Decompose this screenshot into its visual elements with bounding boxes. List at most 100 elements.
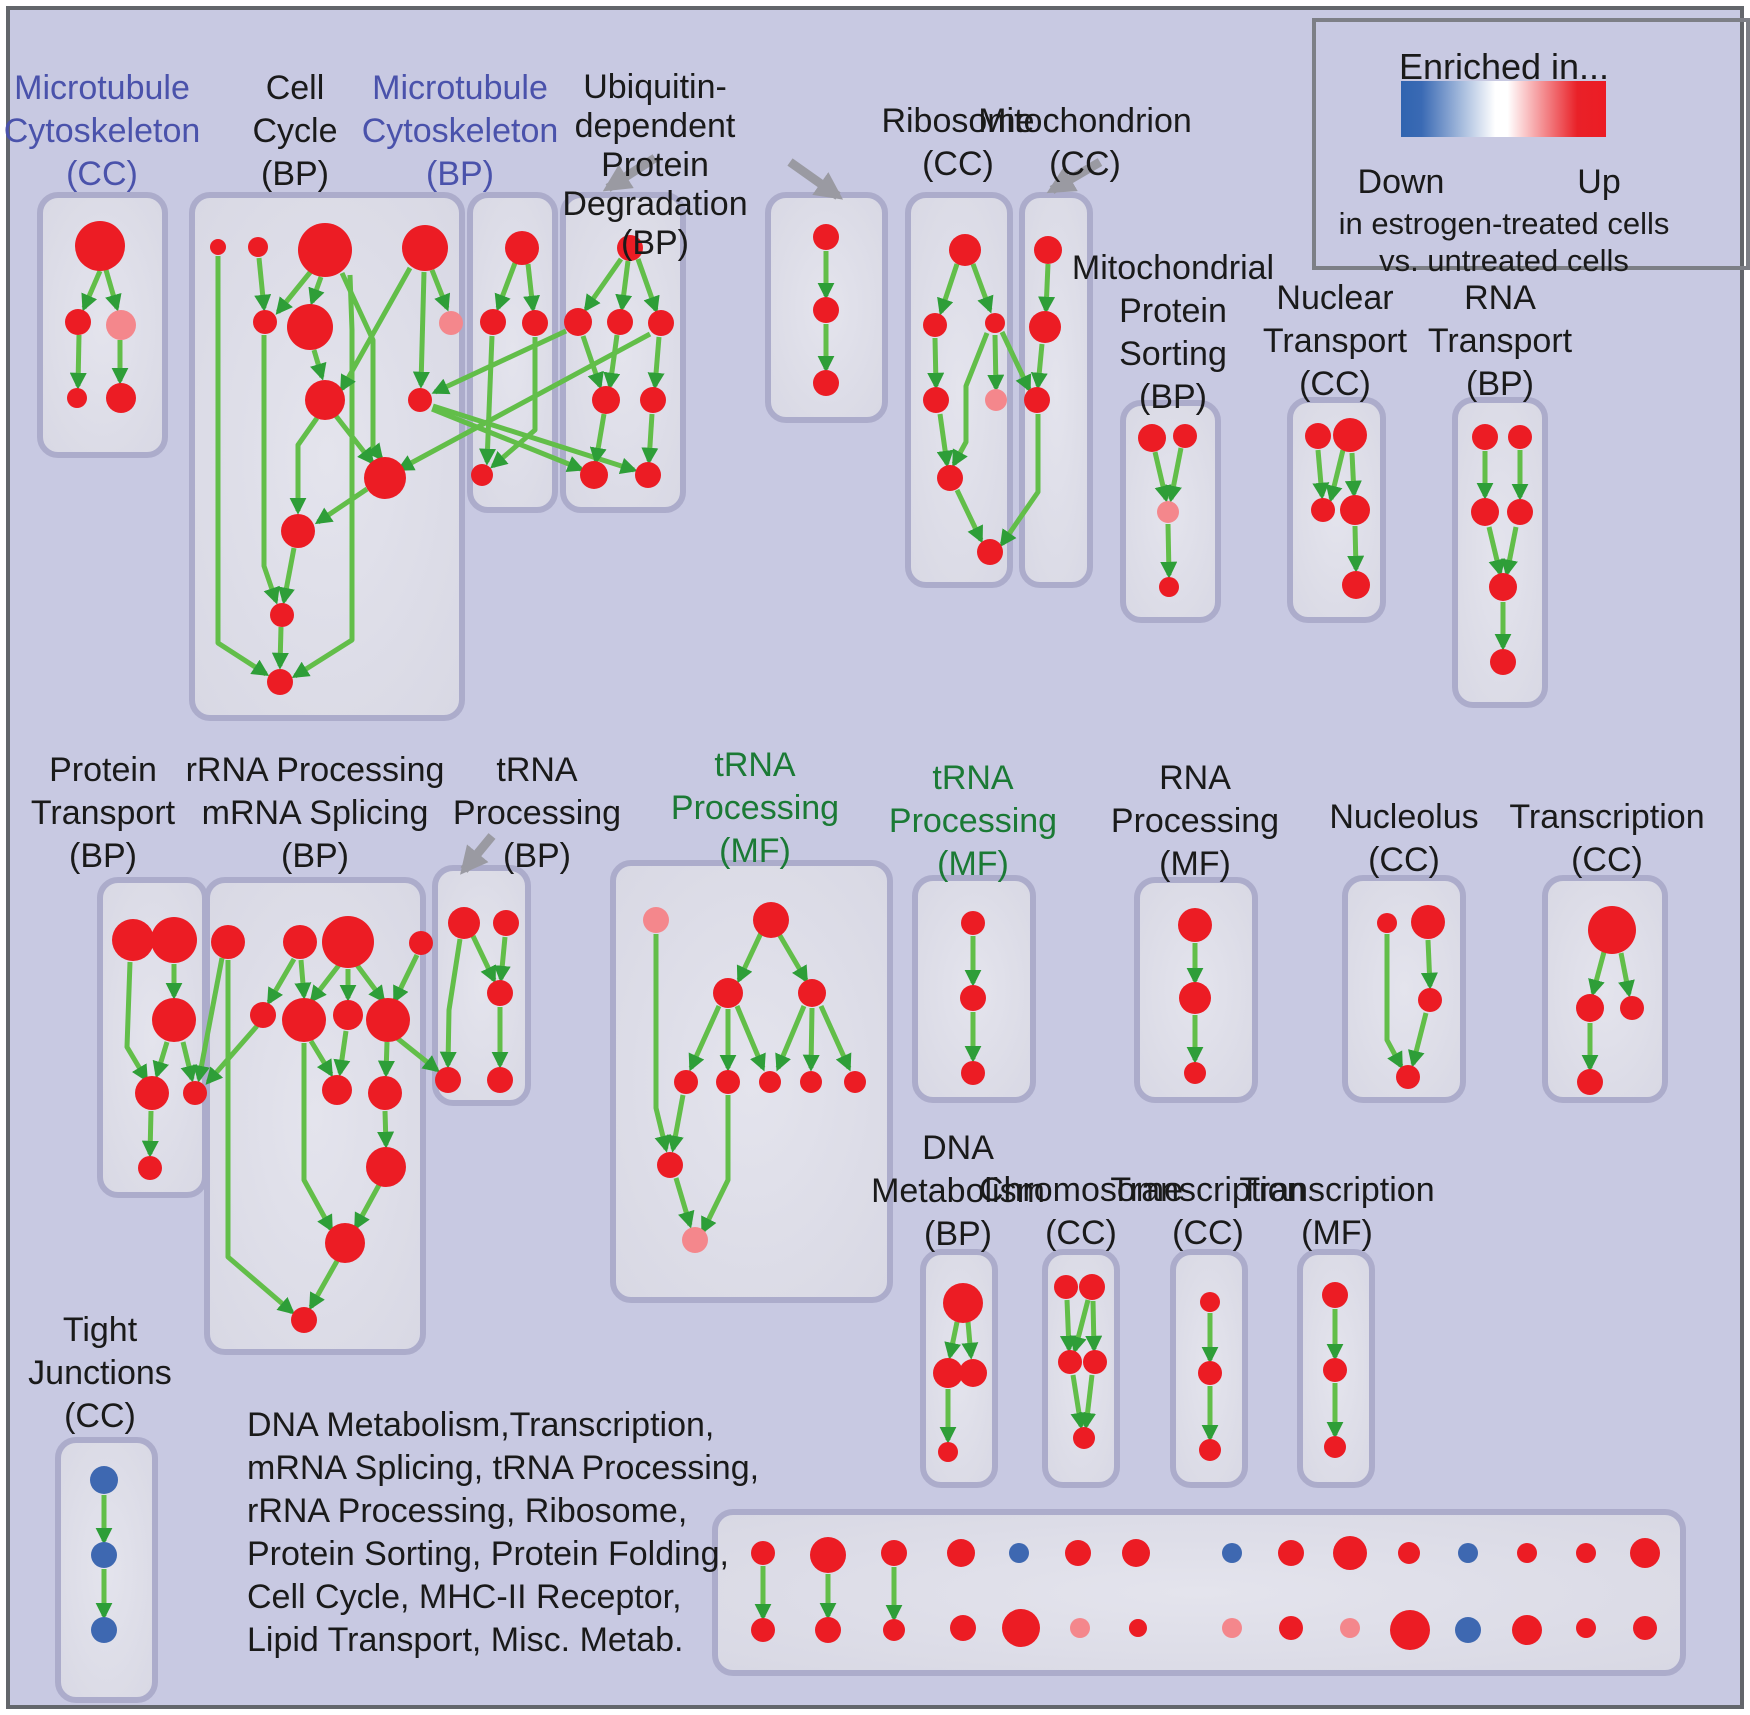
- go-term-node-rna-transport-bp-4: [1489, 573, 1517, 601]
- cluster-label-rna-processing-(mf): RNA Processing (MF): [1110, 759, 1280, 883]
- go-term-node-ubiquitin-degradation-bp-7: [635, 462, 661, 488]
- cluster-label-trna-processing-(mf): tRNA Processing (MF): [670, 746, 840, 870]
- edge-arrow-14: [289, 416, 320, 515]
- go-term-node-mitochondrion-cc-0: [1034, 236, 1062, 264]
- go-term-node-ubiquitin-degradation-bp-2-0: [813, 224, 839, 250]
- edge-arrow-58: [1486, 526, 1506, 577]
- edge-arrow-55: [1347, 525, 1365, 573]
- edge-arrow-114: [1085, 1300, 1103, 1353]
- go-term-node-chromosome-cc-2: [1058, 1350, 1082, 1374]
- go-term-node-transcription-cc-1-3: [1577, 1069, 1603, 1095]
- edge-arrow-27: [490, 337, 538, 469]
- go-term-node-cell-cycle-bp-5: [287, 304, 333, 350]
- edge-arrow-9: [291, 274, 355, 679]
- go-term-node-ribosome-cc-5: [937, 465, 963, 491]
- go-term-node-rrna-processing-mrna-splicing-bp-1: [283, 925, 317, 959]
- go-term-node-misc-summary-row-18: [950, 1615, 976, 1641]
- go-term-node-microtubule-bp-3: [471, 464, 493, 486]
- edge-arrow-80: [377, 1110, 395, 1149]
- edge-arrow-12: [339, 266, 413, 393]
- edge-arrow-20: [431, 328, 568, 395]
- go-term-node-misc-summary-row-24: [1340, 1618, 1360, 1638]
- go-term-node-cell-cycle-bp-0: [210, 239, 226, 255]
- edge-arrow-82: [308, 1259, 340, 1311]
- go-term-node-dna-metabolism-bp-0: [943, 1283, 983, 1323]
- go-term-node-rna-transport-bp-2: [1471, 498, 1499, 526]
- edge-arrow-62: [124, 961, 149, 1083]
- edge-arrow-97: [673, 1177, 695, 1229]
- cluster-label-microtubule-cytoskeleton-(cc): Microtubule Cytoskeleton (CC): [3, 69, 201, 193]
- go-term-node-nuclear-transport-cc-3: [1340, 495, 1370, 525]
- go-term-node-rrna-processing-mrna-splicing-bp-3: [409, 931, 433, 955]
- cluster-label-transcription-(cc): Transcription (CC): [1110, 1171, 1306, 1252]
- go-term-node-rrna-processing-mrna-splicing-bp-11: [325, 1223, 365, 1263]
- cluster-label-ribosome-(cc): Ribosome (CC): [881, 102, 1035, 183]
- go-term-node-misc-summary-row-7: [1222, 1543, 1242, 1563]
- go-term-node-ubiquitin-degradation-bp-0: [617, 235, 643, 261]
- go-term-node-ubiquitin-degradation-bp-6: [580, 461, 608, 489]
- go-term-node-trna-processing-mf-2-2: [961, 1061, 985, 1085]
- edge-arrow-28: [583, 257, 624, 313]
- edge-arrow-84: [493, 936, 511, 983]
- edge-arrow-15: [334, 414, 375, 465]
- edge-arrow-42: [951, 332, 990, 468]
- go-term-node-microtubule-cc-0: [75, 221, 125, 271]
- go-term-node-ribosome-cc-2: [985, 313, 1005, 333]
- cluster-label-microtubule-cytoskeleton-(bp): Microtubule Cytoskeleton (BP): [361, 69, 559, 193]
- edge-arrow-72: [354, 963, 386, 1004]
- edge-arrow-29: [615, 260, 633, 312]
- go-term-node-trna-processing-mf-1-5: [716, 1070, 740, 1094]
- go-term-node-mitochondrial-protein-sorting-bp-3: [1159, 577, 1179, 597]
- cluster-label-nucleolus-(cc): Nucleolus (CC): [1329, 798, 1479, 879]
- go-term-node-transcription-cc-1-1: [1576, 994, 1604, 1022]
- go-term-node-nuclear-transport-cc-0: [1305, 423, 1331, 449]
- go-term-node-transcription-cc-1-0: [1588, 906, 1636, 954]
- go-term-node-nucleolus-cc-0: [1377, 913, 1397, 933]
- go-term-node-misc-summary-row-22: [1222, 1618, 1242, 1638]
- go-term-node-cell-cycle-bp-1: [248, 237, 268, 257]
- edge-arrow-0: [81, 270, 103, 312]
- edge-arrow-46: [999, 414, 1041, 548]
- go-term-node-trna-processing-mf-1-7: [800, 1071, 822, 1093]
- go-term-node-misc-summary-row-29: [1633, 1616, 1657, 1640]
- go-term-node-mitochondrial-protein-sorting-bp-1: [1173, 424, 1197, 448]
- go-term-node-misc-summary-row-12: [1517, 1543, 1537, 1563]
- go-term-node-misc-summary-row-9: [1333, 1536, 1367, 1570]
- go-term-node-transcription-mf-0: [1322, 1282, 1348, 1308]
- go-term-node-tight-junctions-cc-0: [90, 1466, 118, 1494]
- color-legend: Enriched in... Down Up in estrogen-treat…: [1312, 18, 1750, 278]
- edge-arrow-110: [961, 1321, 979, 1360]
- cluster-label-rna-transport-(bp): RNA Transport (BP): [1427, 279, 1573, 403]
- go-term-node-ubiquitin-degradation-bp-2: [607, 309, 633, 335]
- go-term-node-misc-summary-row-3: [947, 1539, 975, 1567]
- go-term-node-ubiquitin-degradation-bp-1: [564, 308, 592, 336]
- edge-arrow-51: [1160, 523, 1178, 579]
- go-term-node-misc-summary-row-4: [1009, 1543, 1029, 1563]
- edge-arrow-6: [275, 268, 314, 315]
- edge-arrow-79: [301, 1043, 334, 1233]
- go-term-node-nucleolus-cc-1: [1411, 905, 1445, 939]
- go-term-node-ribosome-cc-0: [949, 234, 981, 266]
- go-term-node-rrna-processing-mrna-splicing-bp-12: [291, 1307, 317, 1333]
- edge-arrow-74: [205, 1024, 259, 1085]
- edge-arrow-63: [152, 1041, 170, 1079]
- edge-arrow-52: [1312, 449, 1330, 500]
- edge-arrow-83: [470, 934, 497, 984]
- go-term-node-protein-transport-bp-2: [152, 998, 196, 1042]
- go-term-node-rrna-processing-mrna-splicing-bp-10: [366, 1147, 406, 1187]
- edge-arrow-103: [1420, 939, 1438, 990]
- go-term-node-rrna-processing-mrna-splicing-bp-7: [366, 998, 410, 1042]
- go-term-node-trna-processing-mf-1-9: [657, 1152, 683, 1178]
- go-term-node-cell-cycle-bp-4: [253, 310, 277, 334]
- edge-arrow-19: [261, 335, 280, 605]
- go-term-node-transcription-cc-1-2: [1620, 996, 1644, 1020]
- edge-arrow-30: [635, 258, 660, 314]
- cluster-label-dna-metabolism-(bp): DNA Metabolism (BP): [871, 1129, 1045, 1253]
- edge-arrow-43: [999, 330, 1032, 393]
- go-term-node-protein-transport-bp-5: [138, 1156, 162, 1180]
- go-term-node-ribosome-cc-4: [985, 389, 1007, 411]
- go-term-node-rna-processing-mf-1: [1179, 982, 1211, 1014]
- cluster-label-mitochondrial-protein-sorting-(bp): Mitochondrial Protein Sorting (BP): [1071, 249, 1275, 416]
- cluster-label-transcription-(mf): Transcription (MF): [1239, 1171, 1435, 1252]
- go-term-node-misc-summary-row-11: [1458, 1543, 1478, 1563]
